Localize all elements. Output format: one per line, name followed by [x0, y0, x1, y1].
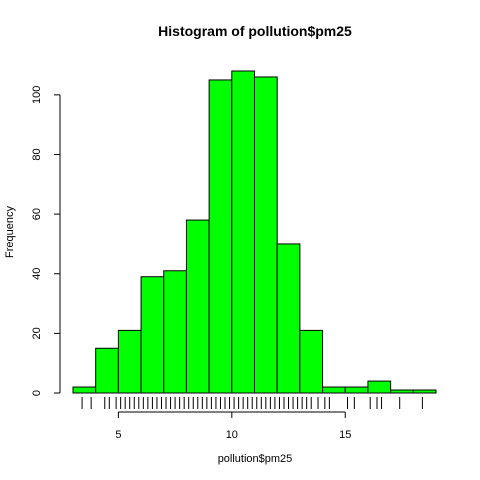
y-tick-label: 0 — [31, 390, 43, 396]
y-axis-label: Frequency — [4, 206, 16, 258]
histogram-bar — [254, 76, 278, 394]
x-tick-label: 5 — [115, 429, 121, 441]
y-tick-label: 100 — [31, 86, 43, 104]
y-tick-label: 80 — [31, 148, 43, 160]
histogram-bar — [185, 219, 210, 394]
x-axis: 5 10 15 — [115, 411, 351, 441]
y-axis: 0 20 40 60 80 100 — [31, 86, 61, 396]
y-tick-label: 60 — [31, 208, 43, 220]
histogram-bar — [344, 386, 369, 394]
histogram-bar — [140, 276, 165, 394]
histogram-bar — [322, 386, 346, 394]
histogram-bar — [299, 329, 324, 394]
histogram-bar — [231, 70, 255, 394]
y-tick-label: 20 — [31, 327, 43, 339]
histogram-bar — [72, 386, 97, 394]
histogram-bar — [390, 389, 414, 394]
histogram-bar — [412, 389, 437, 394]
histogram-bar — [208, 79, 233, 394]
x-tick-label: 10 — [226, 429, 238, 441]
y-tick-label: 40 — [31, 268, 43, 280]
x-tick-label: 15 — [339, 429, 351, 441]
histogram-bar — [117, 329, 142, 394]
histogram-bar — [95, 347, 119, 394]
bars-group — [72, 70, 437, 394]
histogram-bar — [163, 270, 187, 394]
x-axis-label: pollution$pm25 — [218, 453, 293, 465]
histogram-bar — [367, 380, 392, 394]
histogram-bar — [276, 243, 301, 394]
rug-group — [81, 397, 423, 409]
chart-title: Histogram of pollution$pm25 — [158, 23, 352, 39]
